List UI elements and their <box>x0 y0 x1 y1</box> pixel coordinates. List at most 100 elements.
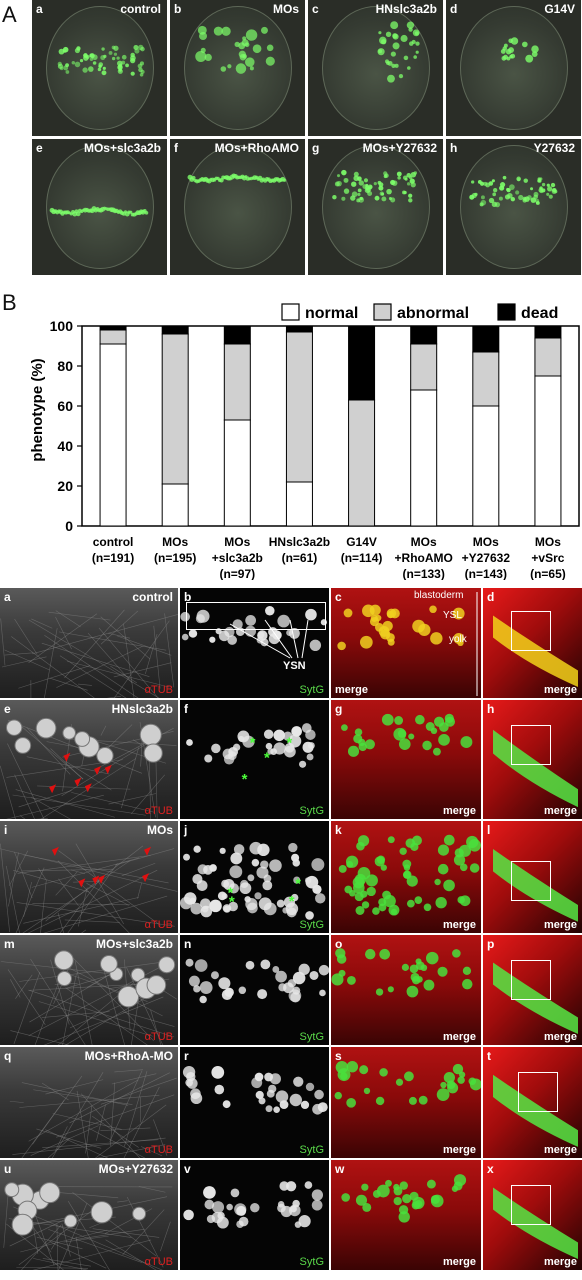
embryo-image-b: b MOs <box>170 0 305 136</box>
xz-section-overlay <box>493 729 578 808</box>
tubulin-image-e: e HNslc3a2b αTUB <box>0 700 178 819</box>
panel-title: MOs <box>272 2 299 16</box>
chart-legend: normal abnormal dead <box>281 303 558 322</box>
merge-image-s: s merge <box>331 1047 481 1158</box>
panel-c-image-grid: a control αTUB b SytG YSN c merge blastoderm YSL y… <box>0 588 582 1280</box>
legend-label-normal: normal <box>305 305 358 322</box>
panel-letter: f <box>184 702 188 716</box>
tubulin-texture <box>0 609 178 698</box>
y-tick-label: 80 <box>57 358 73 374</box>
sytg-image-f: * * * * f SytG <box>180 700 329 819</box>
condition-title: MOs+slc3a2b <box>95 937 173 951</box>
asterisk-marker: * <box>229 894 235 911</box>
condition-title: MOs+Y27632 <box>98 1162 173 1176</box>
ysn-box <box>186 602 326 630</box>
xz-section-overlay <box>493 615 578 687</box>
inset-box <box>518 1072 558 1112</box>
asterisk-marker: * <box>295 875 301 892</box>
x-category-label: control <box>93 535 134 549</box>
bar-dead-5 <box>410 325 438 345</box>
merge-label: merge <box>442 1256 476 1268</box>
y-tick-label: 20 <box>57 478 73 494</box>
merge-overlay <box>338 834 481 916</box>
bar-dead-6 <box>472 325 500 353</box>
panel-letter: d <box>487 590 495 604</box>
x-category-n: (n=195) <box>154 551 196 565</box>
inset-box <box>511 861 551 901</box>
legend-swatch-abnormal <box>373 303 392 321</box>
panel-title: HNslc3a2b <box>375 2 437 16</box>
panel-letter: e <box>36 141 43 155</box>
tubulin-texture <box>9 1069 177 1158</box>
sytg-image-v: v SytG <box>180 1160 329 1270</box>
condition-title: MOs+RhoA-MO <box>84 1049 173 1063</box>
bar-normal-5 <box>410 389 438 527</box>
tubulin-image-m: m MOs+slc3a2b αTUB <box>0 935 178 1045</box>
inset-box <box>511 960 551 1000</box>
bar-normal-3 <box>285 481 313 527</box>
merge-label: merge <box>543 1144 577 1156</box>
fluorescent-cells <box>332 169 418 203</box>
x-category-n: (n=97) <box>219 567 255 580</box>
merge-overlay <box>331 948 473 998</box>
chart-x-labels: control (n=191) MOs (n=195) MOs +slc3a2b (n=97… <box>92 535 566 580</box>
panel-letter: s <box>335 1049 342 1063</box>
merge-label: merge <box>442 805 476 817</box>
merge-image-g: g merge <box>331 700 481 819</box>
merge-label: merge <box>335 684 369 696</box>
arrowhead-marker <box>78 878 86 888</box>
panel-b-chart: normal abnormal dead 0 20 40 60 80 100 control (… <box>29 303 580 580</box>
bar-normal-6 <box>472 405 500 527</box>
panel-letter: u <box>4 1162 12 1176</box>
stain-label-tub: αTUB <box>144 684 173 696</box>
section-label-a: A <box>2 2 17 27</box>
sytg-image-b: b SytG YSN <box>180 588 329 698</box>
xz-section-image-x: x merge <box>483 1160 582 1270</box>
bar-normal-2 <box>223 419 251 527</box>
panel-letter: b <box>174 2 182 16</box>
tubulin-texture <box>0 843 178 933</box>
bar-normal-7 <box>534 375 562 527</box>
arrowhead-marker <box>51 846 59 856</box>
embryo-image-c: c HNslc3a2b <box>308 0 443 136</box>
merge-label: merge <box>543 919 577 931</box>
panel-letter: c <box>335 590 342 604</box>
panel-letter: l <box>487 823 491 837</box>
xz-section-image-t: t merge <box>483 1047 582 1158</box>
panel-letter: o <box>335 937 343 951</box>
x-category-n: (n=114) <box>341 551 383 565</box>
stain-label-sytg: SytG <box>299 919 324 931</box>
x-category-label: MOs +Y27632 <box>462 535 511 565</box>
arrowhead-marker <box>104 764 112 774</box>
xz-section-image-p: p merge <box>483 935 582 1045</box>
chart-bars <box>99 325 562 527</box>
fluorescent-cells <box>187 173 287 184</box>
x-category-n: (n=191) <box>92 551 134 565</box>
panel-letter: h <box>450 141 458 155</box>
embryo-yolk <box>322 145 430 269</box>
legend-label-dead: dead <box>521 305 558 322</box>
sytg-image-n: n SytG <box>180 935 329 1045</box>
panel-title: MOs+RhoAMO <box>214 141 299 155</box>
panel-letter: k <box>335 823 342 837</box>
fluorescent-cells <box>377 21 420 83</box>
section-label-b: B <box>2 290 17 315</box>
stain-label-sytg: SytG <box>299 1031 324 1043</box>
embryo-yolk <box>460 6 568 130</box>
tubulin-image-a: a control αTUB <box>0 588 178 698</box>
sytg-image-r: r SytG <box>180 1047 329 1158</box>
bar-dead-7 <box>534 325 562 339</box>
merge-image-c: c merge blastoderm YSL yolk <box>331 588 481 698</box>
panel-letter: v <box>184 1162 191 1176</box>
sytg-nuclei <box>182 1065 328 1115</box>
stain-label-sytg: SytG <box>299 1144 324 1156</box>
stain-label-tub: αTUB <box>144 919 173 931</box>
stain-label-sytg: SytG <box>299 684 324 696</box>
tubulin-image-i: i MOs αTUB <box>0 821 178 933</box>
fluorescent-cells <box>195 25 275 74</box>
inset-box <box>511 611 551 651</box>
xz-section-overlay <box>493 962 578 1034</box>
panel-letter: m <box>4 937 15 951</box>
bar-abnormal-7 <box>534 337 562 377</box>
bar-normal-0 <box>99 343 127 527</box>
